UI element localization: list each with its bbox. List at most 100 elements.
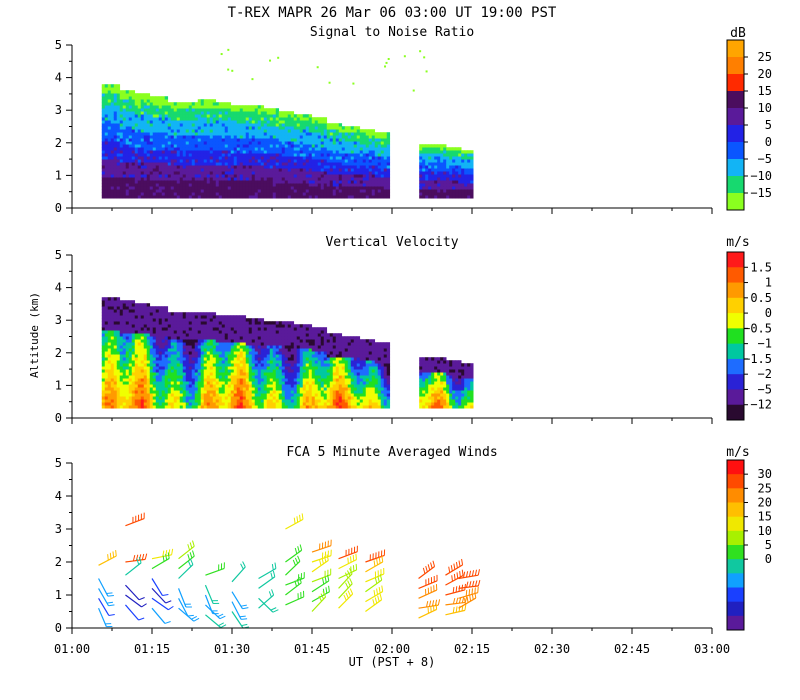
snr-cell xyxy=(188,132,193,136)
snr-cell xyxy=(212,147,217,151)
snr-cell xyxy=(218,153,223,157)
snr-cell xyxy=(185,189,190,193)
snr-cell xyxy=(263,141,268,145)
snr-cell xyxy=(362,189,367,193)
snr-cell xyxy=(344,144,349,148)
vv-cell xyxy=(125,387,130,391)
snr-cell xyxy=(359,147,364,151)
vv-cell xyxy=(242,348,247,352)
snr-cell xyxy=(260,132,265,136)
snr-cell xyxy=(293,138,298,142)
snr-cell xyxy=(152,141,157,145)
vv-cell xyxy=(227,369,232,373)
snr-cell xyxy=(335,132,340,136)
snr-cell xyxy=(173,138,178,142)
vv-cell xyxy=(119,303,124,307)
snr-cell xyxy=(338,168,343,172)
snr-cell xyxy=(326,129,331,133)
snr-cell xyxy=(104,156,109,160)
snr-cell xyxy=(158,114,163,118)
vv-cell xyxy=(185,390,190,394)
snr-cell xyxy=(443,153,447,157)
snr-cell xyxy=(257,147,262,151)
vv-cell xyxy=(134,366,139,370)
snr-cell xyxy=(137,108,142,112)
snr-cell xyxy=(449,150,453,154)
snr-cell xyxy=(200,147,205,151)
vv-cell xyxy=(239,360,244,364)
snr-cell xyxy=(305,123,310,127)
snr-cell xyxy=(329,123,334,127)
vv-cell xyxy=(119,405,124,409)
snr-cell xyxy=(305,159,310,163)
snr-cell xyxy=(221,189,226,193)
vv-cell xyxy=(113,327,118,331)
snr-cell xyxy=(197,111,202,115)
vv-cell xyxy=(179,330,184,334)
vv-cell xyxy=(245,366,250,370)
vv-cell xyxy=(101,345,106,349)
vv-cell xyxy=(236,363,241,367)
snr-cell xyxy=(314,153,319,157)
snr-cell xyxy=(302,117,307,121)
snr-cell xyxy=(233,114,238,118)
snr-cell xyxy=(350,129,355,133)
vv-cell xyxy=(161,312,166,316)
vv-cell xyxy=(209,318,214,322)
snr-cell xyxy=(191,186,196,190)
snr-cell xyxy=(260,183,265,187)
snr-cell xyxy=(143,141,148,145)
vv-cell xyxy=(116,390,121,394)
snr-cell xyxy=(158,186,163,190)
snr-cell xyxy=(188,159,193,163)
vv-cell xyxy=(146,318,151,322)
snr-cell xyxy=(104,123,109,127)
vv-cell xyxy=(137,357,142,361)
snr-cell xyxy=(113,150,118,154)
snr-cell xyxy=(302,192,307,196)
vv-cell xyxy=(104,342,109,346)
vv-cell xyxy=(122,333,127,337)
snr-cell xyxy=(116,162,121,166)
snr-cell xyxy=(107,84,112,88)
snr-cell xyxy=(179,105,184,109)
snr-cell xyxy=(221,150,226,154)
snr-cell xyxy=(233,129,238,133)
snr-cell xyxy=(254,105,259,109)
snr-cell xyxy=(269,159,274,163)
snr-cell xyxy=(143,126,148,130)
vv-cell xyxy=(188,384,193,388)
snr-cell xyxy=(110,153,115,157)
vv-cell xyxy=(131,372,136,376)
snr-cell xyxy=(272,135,277,139)
snr-cell xyxy=(461,162,465,166)
snr-cell xyxy=(119,135,124,139)
snr-cell xyxy=(104,192,109,196)
vv-cell xyxy=(221,384,226,388)
snr-cell xyxy=(299,177,304,181)
vv-cell xyxy=(251,342,256,346)
snr-cell xyxy=(293,141,298,145)
snr-cell xyxy=(125,186,130,190)
snr-cell xyxy=(176,108,181,112)
vv-cell xyxy=(215,324,220,328)
snr-cell xyxy=(158,183,163,187)
snr-cell xyxy=(116,111,121,115)
snr-cell xyxy=(188,177,193,181)
snr-cell xyxy=(128,93,133,97)
snr-cell xyxy=(158,132,163,136)
vv-cell xyxy=(239,366,244,370)
snr-cell xyxy=(200,153,205,157)
vv-cell xyxy=(173,318,178,322)
vv-cell xyxy=(164,315,169,319)
vv-cell xyxy=(158,375,163,379)
snr-cell xyxy=(167,108,172,112)
snr-cell xyxy=(431,147,435,151)
snr-cell xyxy=(320,159,325,163)
snr-cell xyxy=(161,102,166,106)
snr-cell xyxy=(299,174,304,178)
snr-cell xyxy=(224,129,229,133)
snr-cell xyxy=(437,153,441,157)
snr-speck xyxy=(425,70,428,73)
vv-cell xyxy=(230,360,235,364)
